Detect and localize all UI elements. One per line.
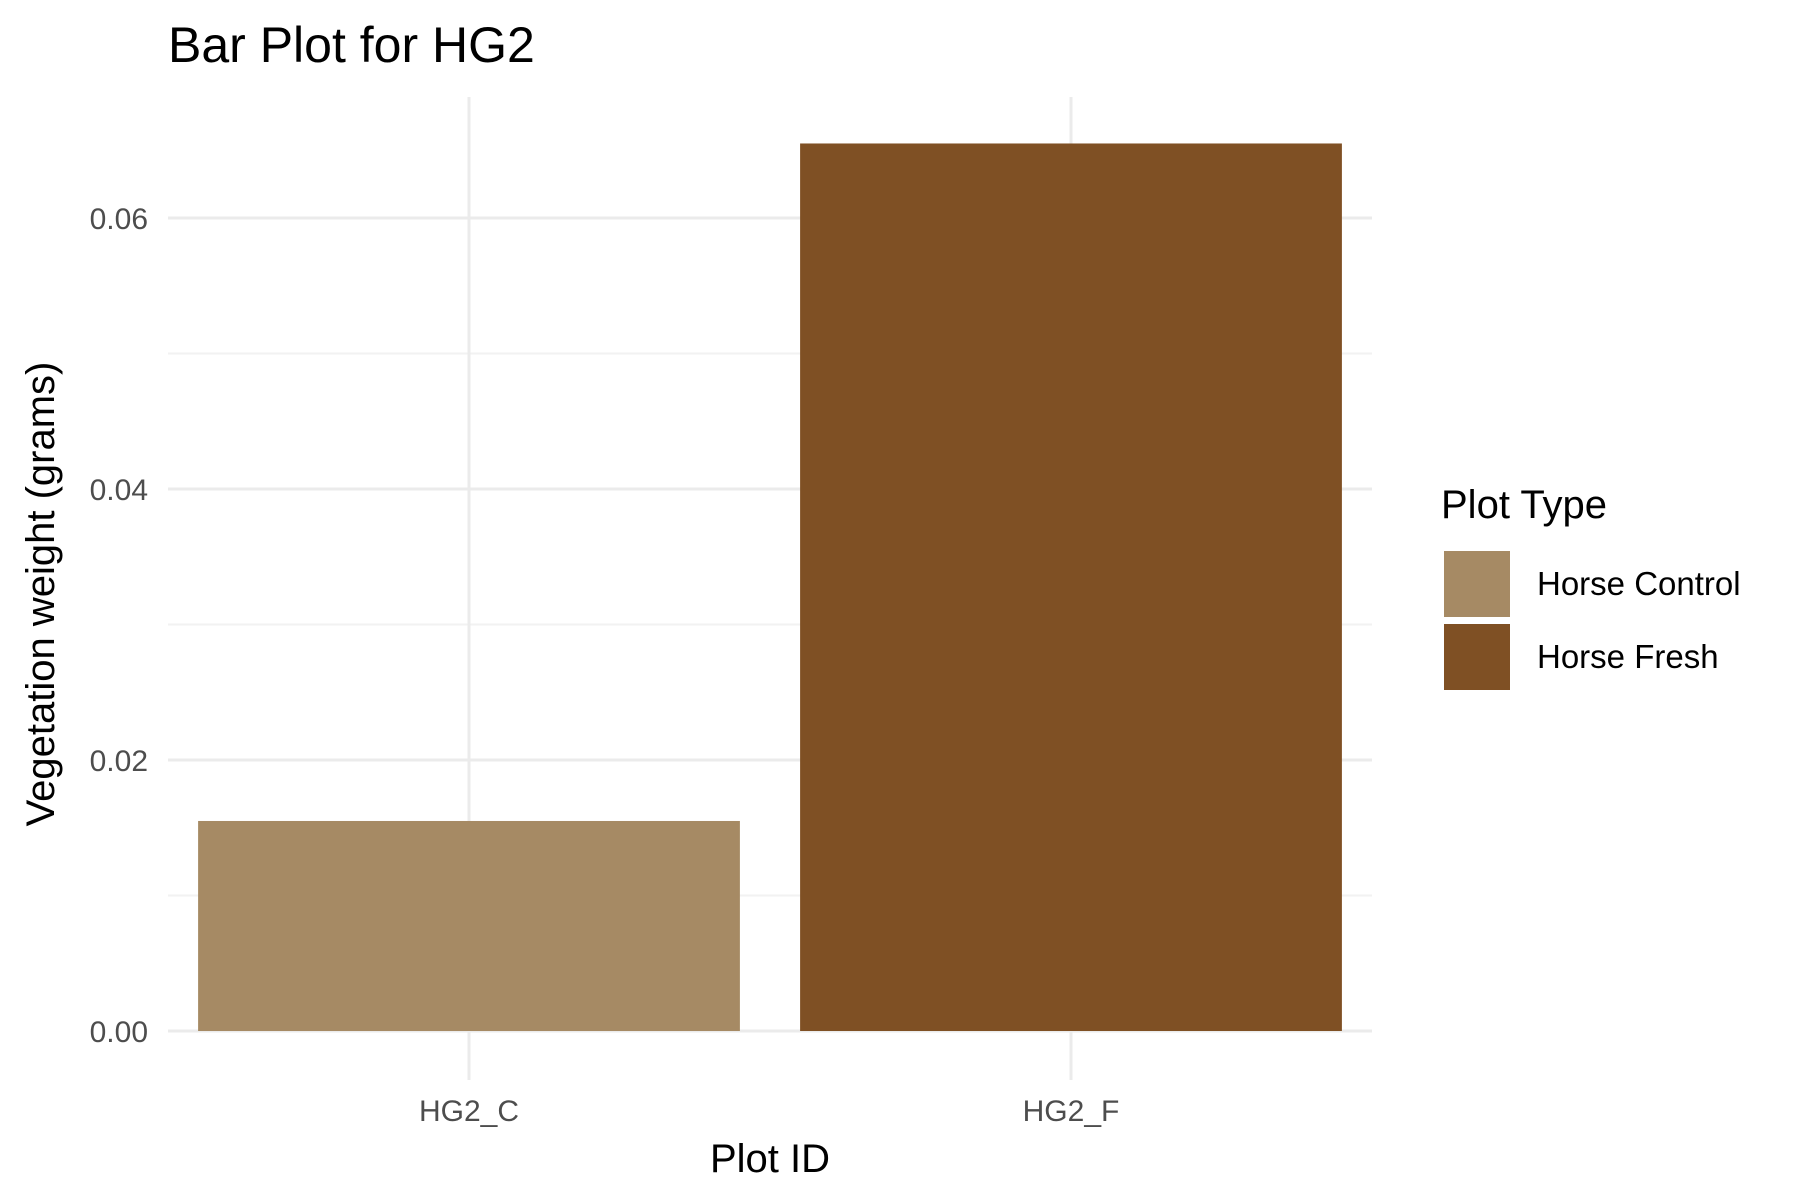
legend-swatch	[1444, 624, 1510, 690]
legend-title: Plot Type	[1441, 483, 1607, 527]
legend-swatch	[1444, 551, 1510, 617]
y-tick-label: 0.00	[90, 1016, 148, 1049]
legend-label: Horse Fresh	[1537, 638, 1719, 675]
y-tick-label: 0.06	[90, 203, 148, 236]
x-tick-label: HG2_C	[419, 1095, 519, 1128]
x-axis-ticks: HG2_C HG2_F	[419, 1095, 1119, 1128]
x-tick-label: HG2_F	[1023, 1095, 1120, 1128]
bars	[198, 143, 1342, 1032]
legend-label: Horse Control	[1537, 565, 1741, 602]
chart-title: Bar Plot for HG2	[168, 17, 535, 73]
y-tick-label: 0.02	[90, 745, 148, 778]
y-axis-title: Vegetation weight (grams)	[19, 362, 63, 827]
bar-hg2-f	[800, 143, 1342, 1032]
legend: Plot Type Horse Control Horse Fresh	[1441, 483, 1741, 690]
bar-hg2-c	[198, 820, 740, 1031]
y-tick-label: 0.04	[90, 474, 148, 507]
y-axis-ticks: 0.00 0.02 0.04 0.06	[90, 203, 148, 1049]
x-axis-title: Plot ID	[710, 1137, 830, 1181]
legend-entries: Horse Control Horse Fresh	[1444, 551, 1741, 690]
